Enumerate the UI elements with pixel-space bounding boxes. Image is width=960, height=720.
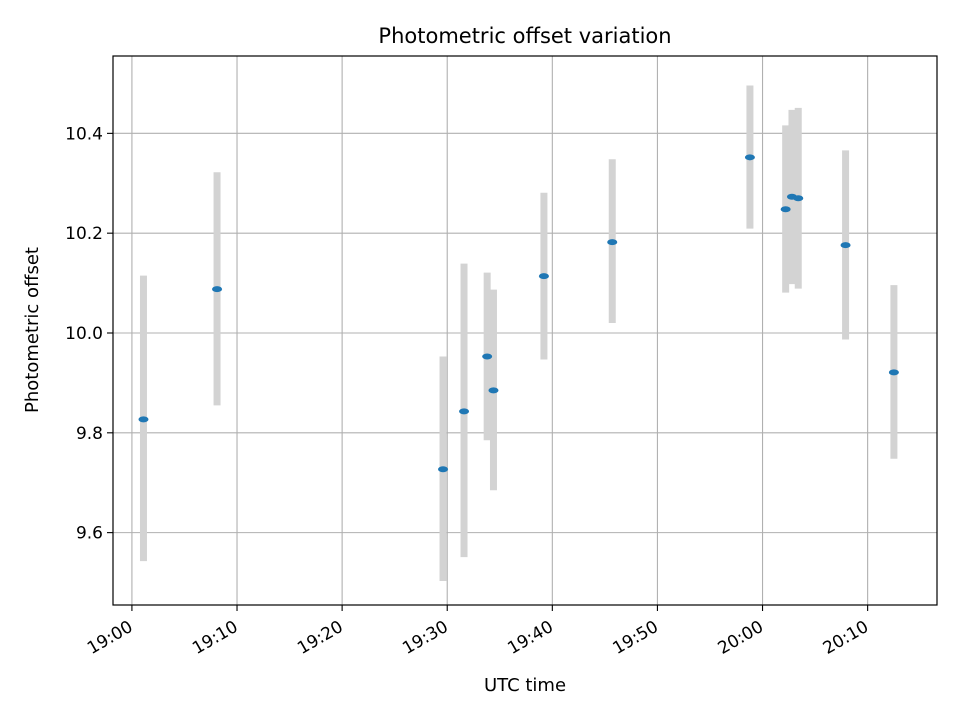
y-tick-label: 10.2 — [65, 224, 103, 244]
data-point — [138, 416, 149, 423]
data-point — [459, 408, 470, 415]
plot-frame — [112, 55, 938, 606]
chart-title: Photometric offset variation — [378, 24, 671, 48]
y-tick-label: 9.6 — [76, 524, 103, 544]
y-tick-label: 10.4 — [65, 124, 103, 144]
x-axis-label: UTC time — [484, 675, 566, 696]
y-tick-label: 9.8 — [76, 424, 103, 444]
data-point — [888, 369, 899, 376]
data-point — [438, 466, 449, 473]
data-point — [744, 154, 755, 161]
y-tick-label: 10.0 — [65, 324, 103, 344]
y-axis-ticks: 9.6 9.8 10.0 10.2 10.4 — [65, 124, 113, 544]
data-point — [793, 195, 804, 202]
data-point — [212, 286, 223, 293]
data-point — [607, 239, 618, 246]
y-axis-label: Photometric offset — [22, 247, 43, 413]
data-point — [840, 242, 851, 249]
grid — [113, 56, 937, 605]
data-point — [780, 206, 791, 213]
data-point — [488, 387, 499, 394]
data-points — [138, 154, 899, 473]
data-point — [482, 353, 493, 360]
data-point — [538, 273, 549, 280]
